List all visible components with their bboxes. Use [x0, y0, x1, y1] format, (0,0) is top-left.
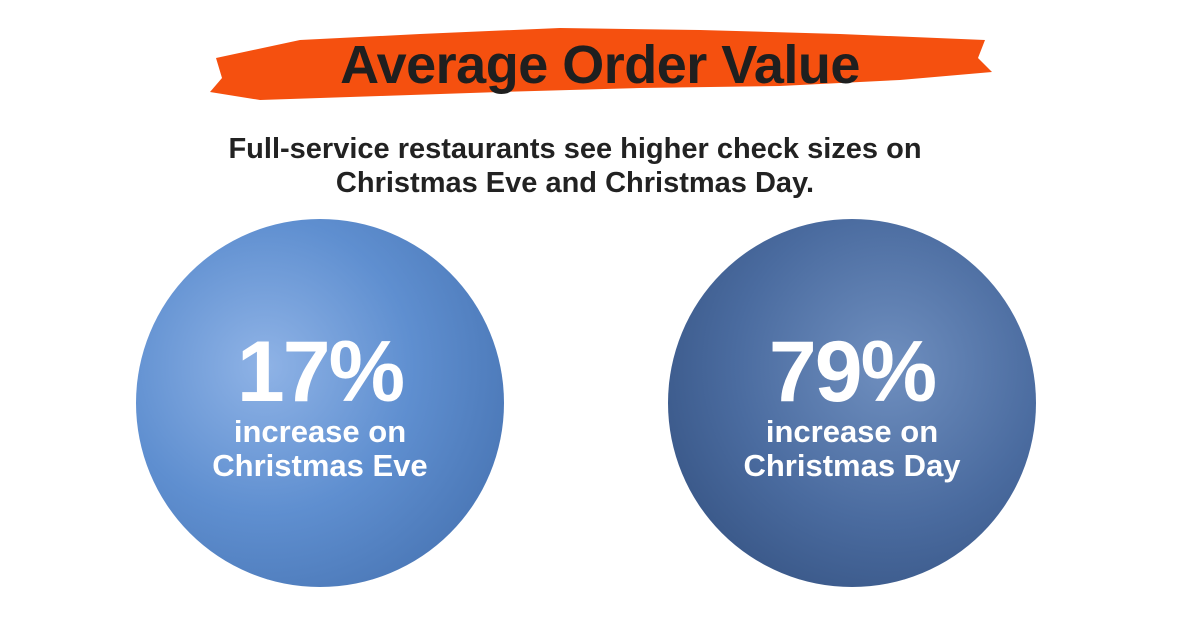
stat-circle: 17% increase on Christmas Eve	[136, 219, 504, 587]
title: Average Order Value	[340, 35, 860, 95]
stat-label-line: Christmas Day	[743, 448, 961, 483]
subtitle: Full-service restaurants see higher chec…	[228, 133, 922, 199]
stat-circle: 79% increase on Christmas Day	[668, 219, 1036, 587]
stat-value: 79%	[768, 324, 937, 420]
stat-label-line: increase on	[765, 414, 939, 449]
stat-value: 17%	[236, 324, 405, 420]
stat-label-line: Christmas Eve	[212, 448, 428, 483]
stat-label: increase on Christmas Eve	[136, 415, 504, 483]
stat-label: increase on Christmas Day	[668, 415, 1036, 483]
brush-stroke	[210, 28, 992, 100]
stat-label-line: increase on	[233, 414, 407, 449]
